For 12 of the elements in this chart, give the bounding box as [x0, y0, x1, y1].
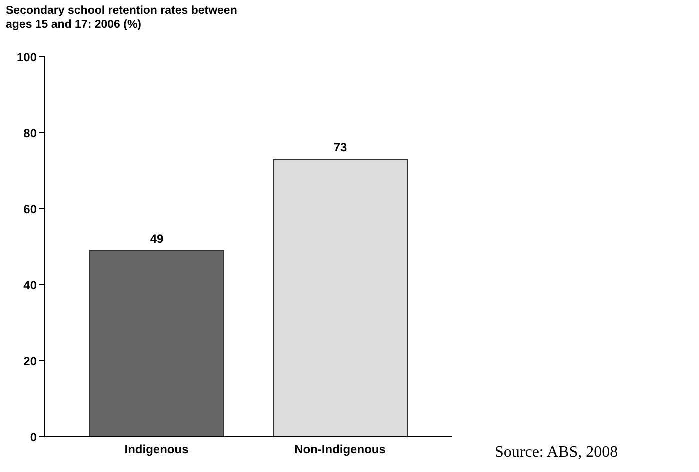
y-tick-label: 40 [24, 278, 38, 292]
y-tick-label: 80 [24, 126, 38, 140]
chart-title: Secondary school retention rates between ages 15 and 17: 2006 (%) [6, 4, 238, 32]
x-tick-label: Non-Indigenous [294, 442, 386, 457]
y-tick-label: 0 [30, 430, 38, 444]
data-label: 73 [334, 140, 348, 155]
y-tick-label: 100 [16, 50, 38, 64]
y-tick-label: 20 [24, 354, 38, 368]
x-tick-label: Indigenous [124, 442, 190, 457]
data-label: 49 [150, 232, 164, 246]
y-tick-label: 60 [24, 202, 38, 216]
source-note: Source: ABS, 2008 [495, 444, 618, 462]
